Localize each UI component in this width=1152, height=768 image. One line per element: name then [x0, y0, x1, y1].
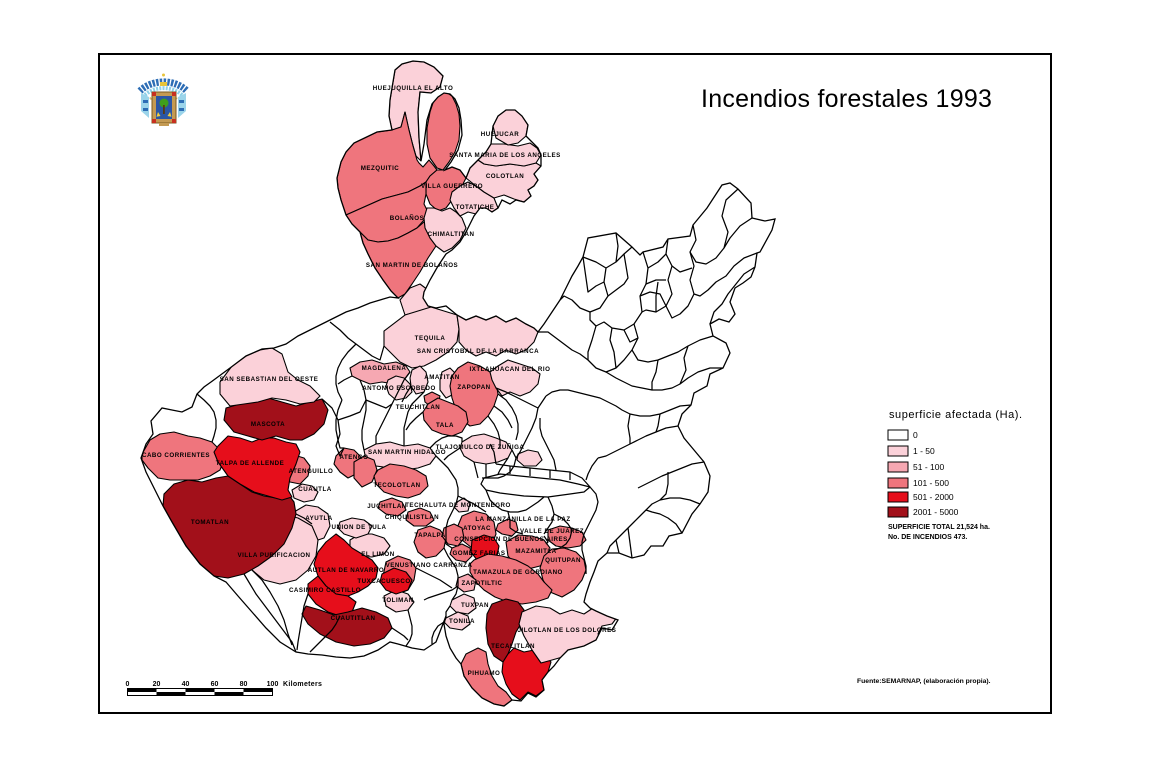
svg-text:1 - 50: 1 - 50: [913, 446, 935, 456]
svg-text:superficie afectada (Ha).: superficie afectada (Ha).: [889, 409, 1023, 421]
svg-text:SAN CRISTOBAL DE LA BARRANCA: SAN CRISTOBAL DE LA BARRANCA: [417, 348, 539, 355]
svg-text:VALLE DE JUAREZ: VALLE DE JUAREZ: [520, 528, 584, 535]
svg-text:ANTONIO ESCOBEDO: ANTONIO ESCOBEDO: [362, 385, 436, 392]
svg-text:CABO CORRIENTES: CABO CORRIENTES: [142, 452, 210, 459]
svg-text:GOMEZ FARIAS: GOMEZ FARIAS: [452, 550, 505, 557]
svg-text:100: 100: [267, 681, 279, 688]
svg-text:51 - 100: 51 - 100: [913, 462, 944, 472]
svg-text:TOTATICHE: TOTATICHE: [456, 204, 495, 211]
svg-text:TALA: TALA: [436, 422, 454, 429]
svg-text:SAN MARTIN DE BOLAÑOS: SAN MARTIN DE BOLAÑOS: [366, 262, 458, 269]
svg-text:SAN MARTIN HIDALGO: SAN MARTIN HIDALGO: [368, 449, 446, 456]
svg-text:ATENGO: ATENGO: [339, 454, 368, 461]
svg-text:HUEJUQUILLA EL ALTO: HUEJUQUILLA EL ALTO: [373, 85, 454, 92]
svg-text:PIHUAMO: PIHUAMO: [468, 670, 501, 677]
svg-text:0: 0: [126, 681, 130, 688]
svg-text:SUPERFICIE TOTAL 21,524 ha.: SUPERFICIE TOTAL 21,524 ha.: [888, 524, 990, 531]
svg-text:EL LIMON: EL LIMON: [361, 551, 394, 558]
svg-text:MEZQUITIC: MEZQUITIC: [361, 165, 400, 172]
svg-text:CUAUTITLAN: CUAUTITLAN: [331, 615, 376, 622]
svg-text:CHIQUILISTLAN: CHIQUILISTLAN: [385, 514, 439, 521]
svg-text:TAPALPA: TAPALPA: [414, 532, 445, 539]
svg-text:TOLIMAN: TOLIMAN: [382, 597, 414, 604]
svg-text:501 - 2000: 501 - 2000: [913, 492, 954, 502]
svg-text:ATENGUILLO: ATENGUILLO: [289, 468, 334, 475]
svg-text:COLOTLAN: COLOTLAN: [486, 173, 524, 180]
svg-text:AYUTLA: AYUTLA: [305, 515, 333, 522]
svg-text:JUCHITLAN: JUCHITLAN: [367, 503, 407, 510]
svg-text:TOMATLAN: TOMATLAN: [191, 519, 229, 526]
svg-text:MASCOTA: MASCOTA: [251, 421, 285, 428]
svg-text:TECHALUTA DE MONTENEGRO: TECHALUTA DE MONTENEGRO: [405, 502, 511, 509]
svg-text:CONSEPCION DE BUENOS AIRES: CONSEPCION DE BUENOS AIRES: [454, 536, 568, 543]
svg-text:Kilometers: Kilometers: [283, 681, 322, 688]
svg-text:TEUCHITLAN: TEUCHITLAN: [396, 404, 441, 411]
svg-text:MAZAMITLA: MAZAMITLA: [515, 548, 556, 555]
svg-text:AUTLAN DE NAVARRO: AUTLAN DE NAVARRO: [308, 567, 384, 574]
svg-text:No. DE INCENDIOS 473.: No. DE INCENDIOS 473.: [888, 534, 967, 541]
svg-text:SAN SEBASTIAN DEL OESTE: SAN SEBASTIAN DEL OESTE: [220, 376, 319, 383]
svg-text:CUAUTLA: CUAUTLA: [298, 486, 331, 493]
svg-text:BOLAÑOS: BOLAÑOS: [390, 215, 424, 222]
svg-text:TONILA: TONILA: [449, 618, 475, 625]
svg-text:TEQUILA: TEQUILA: [415, 335, 446, 342]
svg-text:Fuente:SEMARNAP, (elaboración: Fuente:SEMARNAP, (elaboración propia).: [857, 678, 991, 685]
svg-text:VILLA GUERRERO: VILLA GUERRERO: [421, 183, 483, 190]
svg-text:HUEJUCAR: HUEJUCAR: [481, 131, 519, 138]
svg-text:JILOTLAN DE LOS DOLORES: JILOTLAN DE LOS DOLORES: [518, 627, 617, 634]
svg-text:LA MANZANILLA DE LA PAZ: LA MANZANILLA DE LA PAZ: [475, 516, 570, 523]
svg-text:VENUSTIANO CARRANZA: VENUSTIANO CARRANZA: [386, 562, 473, 569]
svg-text:20: 20: [153, 681, 161, 688]
svg-text:101 - 500: 101 - 500: [913, 478, 949, 488]
svg-text:MAGDALENA: MAGDALENA: [362, 365, 407, 372]
svg-text:80: 80: [240, 681, 248, 688]
svg-text:IXTLAHUACAN DEL RIO: IXTLAHUACAN DEL RIO: [470, 366, 551, 373]
svg-text:60: 60: [211, 681, 219, 688]
svg-text:TLAJOMULCO DE ZUÑIGA: TLAJOMULCO DE ZUÑIGA: [436, 444, 525, 451]
svg-text:VILLA PURIFICACION: VILLA PURIFICACION: [237, 552, 310, 559]
svg-text:CHIMALTITAN: CHIMALTITAN: [428, 231, 475, 238]
svg-text:TAMAZULA DE GORDIANO: TAMAZULA DE GORDIANO: [473, 569, 563, 576]
svg-text:ZAPOTILTIC: ZAPOTILTIC: [462, 580, 503, 587]
svg-text:TUXCACUESCO: TUXCACUESCO: [357, 578, 410, 585]
svg-text:Incendios forestales 1993: Incendios forestales 1993: [701, 85, 992, 113]
svg-text:TECALITLAN: TECALITLAN: [491, 643, 535, 650]
svg-text:TALPA DE ALLENDE: TALPA DE ALLENDE: [216, 460, 285, 467]
svg-text:0: 0: [913, 430, 918, 440]
svg-text:ZAPOPAN: ZAPOPAN: [457, 384, 490, 391]
svg-text:AMATITAN: AMATITAN: [424, 374, 459, 381]
svg-text:TECOLOTLAN: TECOLOTLAN: [373, 482, 420, 489]
svg-text:QUITUPAN: QUITUPAN: [545, 557, 581, 564]
svg-text:ATOYAC: ATOYAC: [463, 525, 491, 532]
svg-text:TUXPAN: TUXPAN: [461, 602, 489, 609]
svg-text:2001 - 5000: 2001 - 5000: [913, 507, 959, 517]
svg-text:CASIMIRO CASTILLO: CASIMIRO CASTILLO: [289, 587, 361, 594]
svg-text:UNION DE TULA: UNION DE TULA: [332, 524, 387, 531]
svg-text:40: 40: [182, 681, 190, 688]
svg-text:SANTA MARIA DE LOS ANGELES: SANTA MARIA DE LOS ANGELES: [449, 152, 561, 159]
